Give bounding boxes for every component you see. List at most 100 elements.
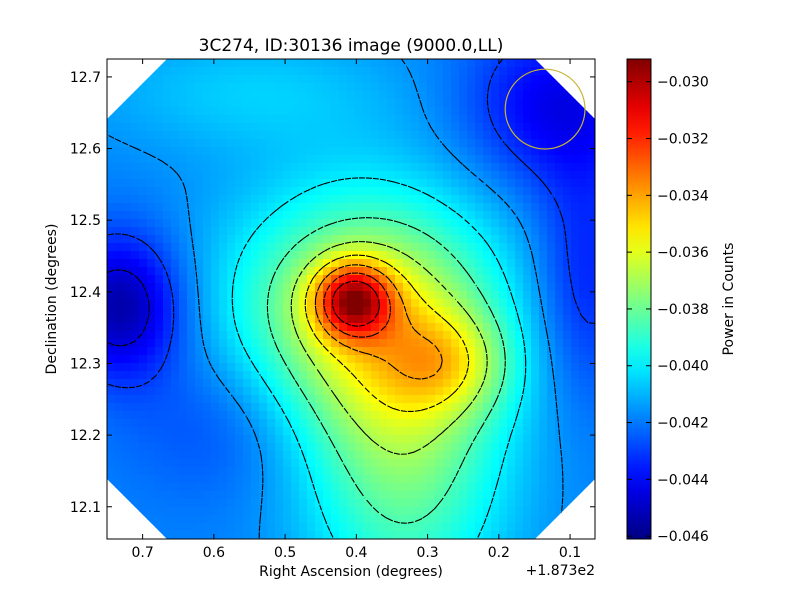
heatmap-cell (515, 507, 524, 516)
heatmap-cell (299, 459, 308, 468)
heatmap-cell (163, 155, 172, 164)
heatmap-cell (243, 507, 252, 516)
heatmap-cell (419, 523, 428, 532)
heatmap-cell (155, 483, 164, 492)
heatmap-cell (227, 331, 236, 340)
heatmap-cell (195, 315, 204, 324)
heatmap-cell (387, 171, 396, 180)
heatmap-cell (555, 171, 564, 180)
heatmap-cell (443, 515, 452, 524)
heatmap-cell (443, 251, 452, 260)
heatmap-cell (395, 267, 404, 276)
heatmap-cell (315, 147, 324, 156)
heatmap-cell (131, 443, 140, 452)
heatmap-cell (219, 283, 228, 292)
heatmap-cell (187, 99, 196, 108)
heatmap-cell (339, 387, 348, 396)
heatmap-cell (163, 331, 172, 340)
heatmap-cell (211, 395, 220, 404)
heatmap-cell (155, 275, 164, 284)
heatmap-cell (235, 251, 244, 260)
heatmap-cell (283, 155, 292, 164)
heatmap-cell (467, 163, 476, 172)
heatmap-cell (107, 155, 116, 164)
heatmap-cell (259, 259, 268, 268)
heatmap-cell (371, 91, 380, 100)
heatmap-cell (451, 131, 460, 140)
heatmap-cell (515, 251, 524, 260)
heatmap-cell (315, 227, 324, 236)
heatmap-cell (531, 67, 540, 76)
heatmap-cell (371, 211, 380, 220)
heatmap-cell (483, 371, 492, 380)
heatmap-cell (371, 331, 380, 340)
heatmap-cell (491, 419, 500, 428)
heatmap-cell (531, 363, 540, 372)
heatmap-cell (403, 107, 412, 116)
heatmap-cell (307, 427, 316, 436)
heatmap-cell (475, 75, 484, 84)
heatmap-cell (251, 259, 260, 268)
heatmap-cell (227, 163, 236, 172)
heatmap-cell (555, 395, 564, 404)
heatmap-cell (443, 131, 452, 140)
contour-lines (107, 59, 595, 539)
heatmap-cell (419, 483, 428, 492)
heatmap-cell (547, 219, 556, 228)
heatmap-cell (275, 451, 284, 460)
heatmap-cell (155, 499, 164, 508)
heatmap-cell (515, 235, 524, 244)
heatmap-cell (483, 379, 492, 388)
heatmap-cell (163, 475, 172, 484)
heatmap-cell (339, 75, 348, 84)
heatmap-cell (435, 59, 444, 68)
heatmap-cell (571, 347, 580, 356)
heatmap-cell (315, 211, 324, 220)
heatmap-cell (163, 371, 172, 380)
heatmap-cell (411, 299, 420, 308)
heatmap-cell (531, 195, 540, 204)
heatmap-cell (171, 427, 180, 436)
heatmap-cell (467, 115, 476, 124)
heatmap-cell (131, 171, 140, 180)
heatmap-cell (203, 419, 212, 428)
heatmap-cell (435, 291, 444, 300)
heatmap-cell (139, 323, 148, 332)
heatmap-cell (339, 291, 348, 300)
heatmap-cell (443, 147, 452, 156)
heatmap-cell (339, 443, 348, 452)
heatmap-cell (267, 459, 276, 468)
heatmap-cell (491, 339, 500, 348)
heatmap-cell (571, 291, 580, 300)
heatmap-cell (387, 163, 396, 172)
heatmap-cell (179, 427, 188, 436)
heatmap-cell (403, 67, 412, 76)
heatmap-cell (443, 371, 452, 380)
colorbar-tick-label: −0.044 (657, 472, 709, 488)
heatmap-cell (499, 355, 508, 364)
heatmap-cell (579, 235, 588, 244)
heatmap-cell (435, 307, 444, 316)
heatmap-cell (323, 499, 332, 508)
heatmap-cell (275, 131, 284, 140)
heatmap-cell (427, 259, 436, 268)
heatmap-cell (435, 379, 444, 388)
heatmap-cell (187, 203, 196, 212)
heatmap-cell (179, 291, 188, 300)
heatmap-cell (419, 171, 428, 180)
heatmap-cell (443, 459, 452, 468)
heatmap-cell (435, 419, 444, 428)
heatmap-cell (323, 75, 332, 84)
heatmap-cell (427, 371, 436, 380)
heatmap-cell (443, 379, 452, 388)
heatmap-cell (227, 99, 236, 108)
heatmap-image (107, 59, 595, 539)
heatmap-cell (579, 227, 588, 236)
heatmap-cell (571, 179, 580, 188)
heatmap-cell (235, 291, 244, 300)
heatmap-cell (155, 99, 164, 108)
heatmap-cell (419, 163, 428, 172)
heatmap-cell (339, 179, 348, 188)
heatmap-cell (371, 475, 380, 484)
heatmap-cell (131, 115, 140, 124)
